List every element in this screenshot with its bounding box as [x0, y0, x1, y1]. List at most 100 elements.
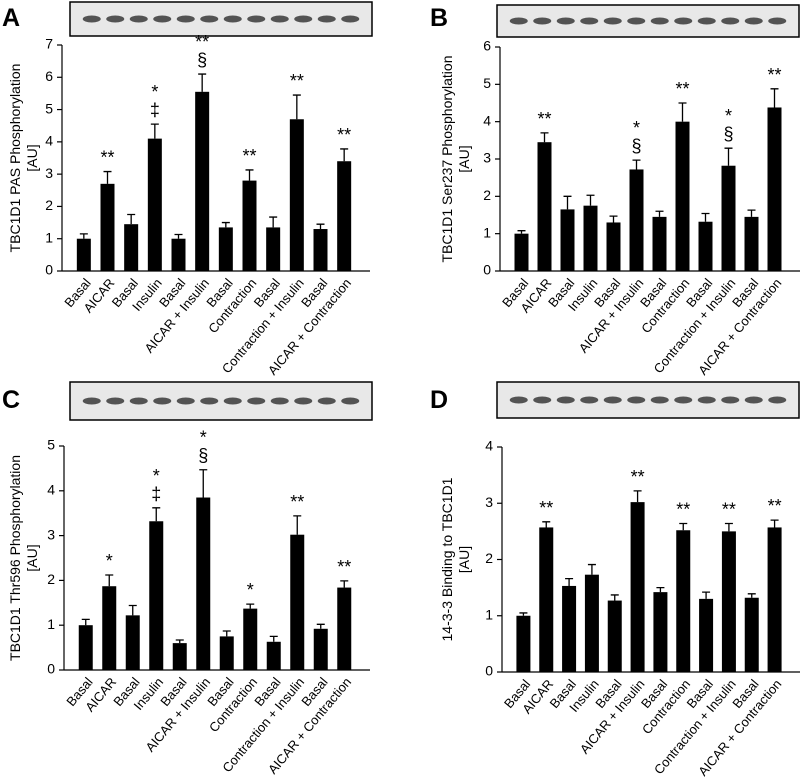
bar: [583, 205, 598, 271]
error-bar: [724, 147, 733, 166]
y-tick-label: 0: [45, 262, 53, 278]
blot-band: [223, 15, 242, 23]
bar: [516, 615, 531, 672]
y-tick-label: 0: [47, 661, 55, 677]
blot-band: [674, 17, 693, 25]
panel-letter: C: [2, 386, 20, 414]
bar: [124, 224, 139, 271]
y-tick-label: 0: [483, 262, 491, 278]
blot-band: [176, 397, 195, 405]
bar: [76, 238, 91, 271]
blot-band: [106, 15, 125, 23]
bar: [313, 628, 328, 670]
error-bar: [292, 94, 301, 120]
significance-label: **: [722, 500, 736, 520]
y-axis-label: [AU]: [24, 544, 40, 571]
bar: [630, 502, 645, 672]
blot-band: [533, 396, 552, 404]
y-tick-label: 3: [485, 494, 493, 510]
y-tick-label: 2: [483, 187, 491, 203]
bar: [78, 625, 93, 670]
error-bar: [542, 521, 551, 528]
y-axis-label: TBC1D1 Thr596 Phosphorylation: [7, 455, 23, 661]
panel-letter: A: [2, 4, 20, 32]
bar: [147, 138, 162, 271]
error-bar: [655, 210, 664, 217]
bar: [218, 227, 233, 271]
bar: [767, 107, 782, 271]
blot-band: [200, 397, 219, 405]
error-bar: [633, 490, 642, 503]
error-bar: [198, 73, 207, 92]
error-bar: [747, 209, 756, 217]
blot-band: [200, 15, 219, 23]
significance-label: **: [100, 148, 114, 168]
error-bar: [174, 233, 183, 239]
y-tick-label: 1: [47, 616, 55, 632]
y-tick-label: 5: [483, 75, 491, 91]
bar: [584, 574, 599, 672]
error-bar: [152, 507, 161, 522]
significance-label: **: [537, 109, 551, 129]
bar: [652, 216, 667, 271]
blot-band: [603, 396, 622, 404]
error-bar: [199, 469, 208, 498]
blot-band: [721, 17, 740, 25]
blot-band: [580, 17, 599, 25]
blot-band: [341, 15, 360, 23]
significance-label: §: [198, 446, 208, 466]
y-tick-label: 6: [483, 38, 491, 54]
bar: [149, 521, 164, 670]
error-bar: [105, 574, 114, 587]
bar: [767, 527, 782, 672]
error-bar: [586, 194, 595, 206]
blot-band: [627, 17, 646, 25]
y-tick-label: 2: [45, 197, 53, 213]
y-tick-label: 7: [45, 36, 53, 52]
error-bar: [316, 223, 325, 230]
error-bar: [340, 148, 349, 162]
blot-band: [270, 15, 289, 23]
significance-label: **: [767, 65, 781, 85]
bar: [606, 222, 621, 271]
blot-band: [580, 396, 599, 404]
bar: [102, 586, 117, 670]
panel: C 0 1 2 3 4 5 TBC1D1 Thr596 Phosphorylation [AU]…: [2, 381, 373, 777]
blot-band: [270, 397, 289, 405]
y-tick-label: 4: [47, 482, 55, 498]
y-tick-label: 5: [45, 100, 53, 116]
y-axis-label: 14-3-3 Binding to TBC1D1: [439, 477, 455, 641]
y-tick-label: 4: [45, 133, 53, 149]
significance-label: **: [631, 467, 645, 487]
bar: [195, 91, 210, 271]
bar: [653, 592, 668, 672]
blot-band: [650, 396, 669, 404]
panel-letter: B: [430, 4, 448, 32]
blot-band: [247, 15, 266, 23]
blot-band: [697, 17, 716, 25]
y-tick-label: 2: [485, 550, 493, 566]
blot-band: [744, 396, 763, 404]
bar: [744, 597, 759, 672]
blot-band: [341, 397, 360, 405]
blot-band: [129, 397, 148, 405]
bar: [699, 598, 714, 672]
y-tick-label: 3: [483, 150, 491, 166]
error-bar: [222, 630, 231, 637]
blot-band: [768, 17, 787, 25]
blot-band: [697, 396, 716, 404]
error-bar: [701, 212, 710, 222]
bar: [172, 643, 187, 670]
blot-band: [153, 397, 172, 405]
error-bar: [519, 612, 528, 616]
blot-band: [317, 15, 336, 23]
error-bar: [610, 594, 619, 601]
bar: [219, 636, 234, 670]
error-bar: [175, 639, 184, 644]
blot-band: [650, 17, 669, 25]
bar: [721, 531, 736, 672]
bar: [607, 600, 622, 672]
significance-label: ‡: [151, 484, 161, 504]
